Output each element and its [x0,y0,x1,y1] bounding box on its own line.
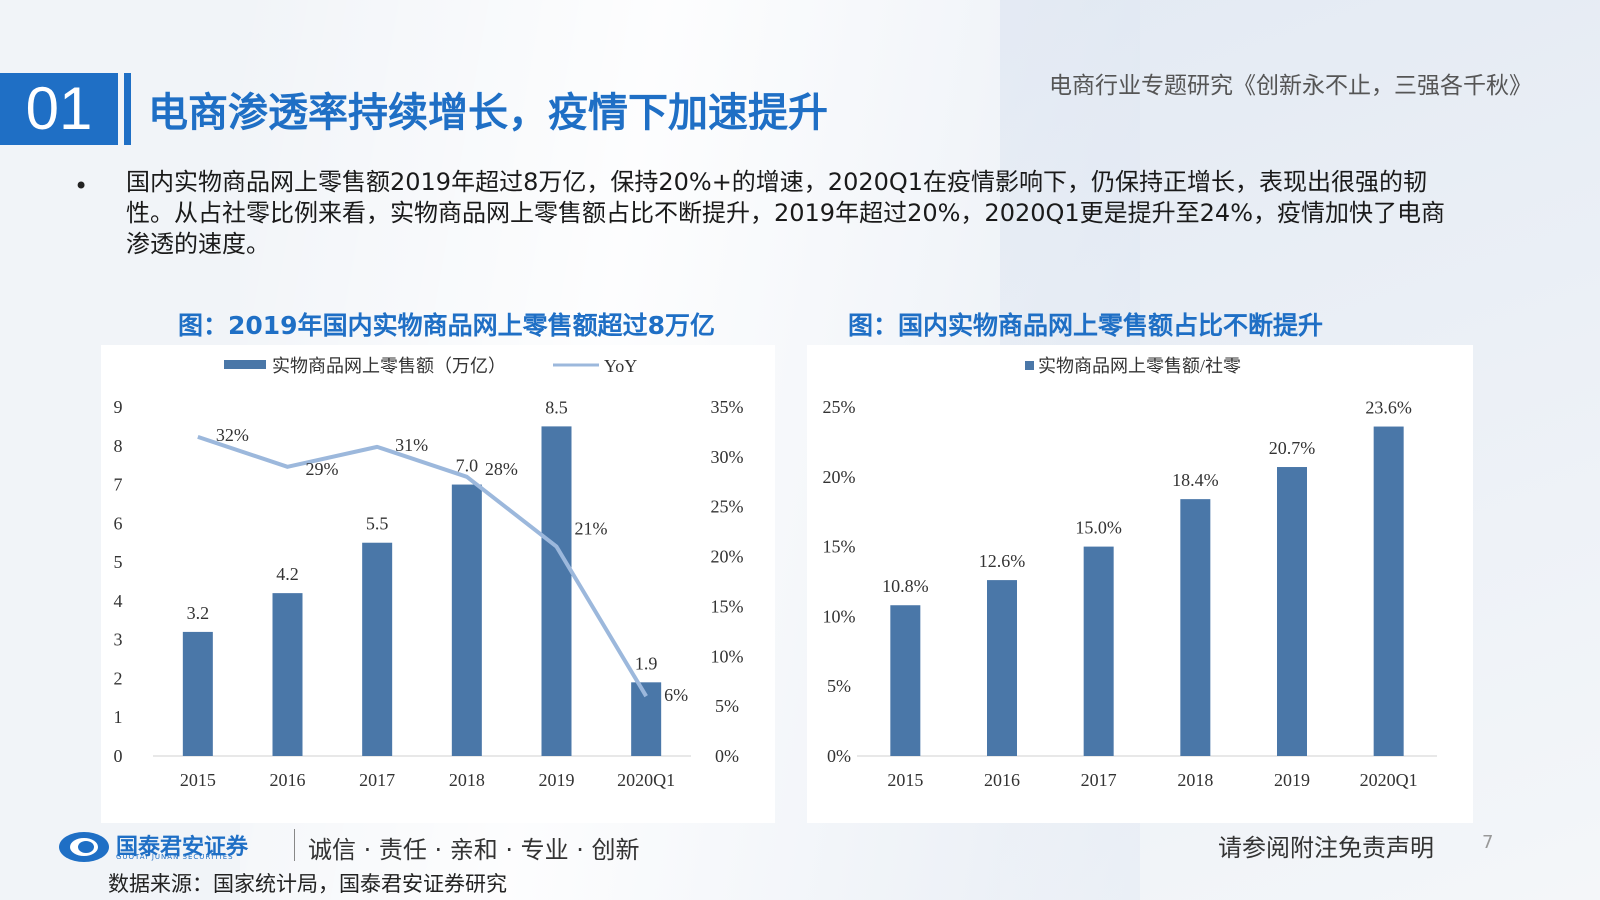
x-tick-label: 2018 [449,770,485,790]
y2-tick-label: 5% [715,696,739,716]
y-tick-label: 6 [114,513,123,533]
company-name: 国泰君安证券 [116,835,249,860]
line-data-label: 28% [485,459,518,479]
y2-tick-label: 25% [711,497,744,517]
bar [1083,546,1114,756]
y-tick-label: 10% [823,606,856,626]
y2-tick-label: 0% [715,746,739,766]
x-tick-label: 2020Q1 [1360,770,1418,790]
line-data-label: 31% [395,435,428,455]
bar-data-label: 18.4% [1172,470,1219,490]
bar-data-label: 1.9 [635,653,658,673]
y-tick-label: 7 [114,475,123,495]
x-tick-label: 2016 [984,770,1020,790]
bar-data-label: 15.0% [1075,518,1122,538]
chart2-panel: 实物商品网上零售额/社零 0% 5% 10% 15% 20% 25% 10.8% 2015 12.… [807,345,1473,823]
y-tick-label: 25% [823,397,856,417]
bar-data-label: 3.2 [187,603,210,623]
y-tick-label: 3 [114,630,123,650]
x-tick-label: 2016 [270,770,306,790]
bar-data-label: 8.5 [545,397,568,417]
page-number: 7 [1482,832,1494,853]
x-tick-label: 2019 [539,770,575,790]
header-divider [124,73,131,145]
bar-data-label: 10.8% [882,576,929,596]
y2-tick-label: 15% [711,596,744,616]
y2-tick-label: 35% [711,397,744,417]
x-tick-label: 2015 [887,770,923,790]
x-tick-label: 2017 [1081,770,1117,790]
chart1-title: 图：2019年国内实物商品网上零售额超过8万亿 [178,311,715,340]
series-line-yoy [197,435,648,698]
section-number-box [0,73,118,145]
company-name-en: GUOTAI JUNAN SECURITIES [116,853,234,861]
line-data-label: 21% [575,519,608,539]
bar-data-label: 4.2 [276,564,299,584]
x-tick-label: 2018 [1177,770,1213,790]
x-tick-label: 2020Q1 [617,770,675,790]
bar-data-label: 12.6% [979,551,1026,571]
legend-label-bar: 实物商品网上零售额/社零 [1038,356,1241,376]
x-tick-label: 2015 [180,770,216,790]
bar-data-label: 20.7% [1269,438,1316,458]
legend-label-line: YoY [604,356,637,376]
bar-data-label: 5.5 [366,514,389,534]
y-tick-label: 2 [114,668,123,688]
bullet-text: 国内实物商品网上零售额2019年超过8万亿，保持20%+的增速，2020Q1在疫… [126,168,1446,258]
bar-data-label: 7.0 [456,456,479,476]
data-source: 数据来源：国家统计局，国泰君安证券研究 [108,872,507,896]
bar [1277,467,1307,756]
y-tick-label: 1 [114,707,123,727]
x-tick-label: 2019 [1274,770,1310,790]
footer-slogan: 诚信 · 责任 · 亲和 · 专业 · 创新 [308,836,640,864]
company-logo-icon [59,832,109,862]
bar [987,580,1017,756]
legend-swatch-bar [1025,361,1034,370]
bar [451,484,482,756]
chart2-title: 图：国内实物商品网上零售额占比不断提升 [848,311,1324,340]
bar [1180,499,1211,756]
y-tick-label: 5 [114,552,123,572]
y2-tick-label: 10% [711,646,744,666]
line-data-label: 6% [664,685,688,705]
bar [541,426,572,756]
y-tick-label: 0 [114,746,123,766]
y-tick-label: 9 [114,397,123,417]
x-tick-label: 2017 [359,770,395,790]
section-number: 01 [25,75,93,142]
bar [182,631,213,756]
line-data-label: 29% [306,459,339,479]
y2-tick-label: 30% [711,447,744,467]
legend-swatch-bar [224,360,266,369]
y-tick-label: 15% [823,537,856,557]
line-data-label: 32% [216,425,249,445]
y-tick-label: 4 [114,591,123,611]
bullet-dot: • [74,172,89,200]
chart1-svg: 实物商品网上零售额（万亿） YoY 0 1 2 3 4 5 6 7 8 9 0% 5% 10% 15% 20% 2… [114,356,744,790]
chart2-svg: 实物商品网上零售额/社零 0% 5% 10% 15% 20% 25% 10.8% 2015 12.… [823,356,1437,790]
footer-divider [294,829,295,861]
bar-data-label: 23.6% [1365,398,1412,418]
footer-disclaimer[interactable]: 请参阅附注免责声明 [1218,834,1434,862]
chart1-panel: 实物商品网上零售额（万亿） YoY 0 1 2 3 4 5 6 7 8 9 0% 5% 10% 15% 20% 2… [101,345,775,823]
bar [362,542,393,756]
bar [890,605,921,756]
y-tick-label: 5% [827,676,851,696]
bar [1373,426,1404,756]
y-tick-label: 20% [823,467,856,487]
bar [272,593,303,756]
y-tick-label: 8 [114,436,123,456]
report-title: 电商行业专题研究《创新永不止，三强各千秋》 [1049,73,1532,99]
y-tick-label: 0% [827,746,851,766]
y2-tick-label: 20% [711,547,744,567]
page-title: 电商渗透率持续增长，疫情下加速提升 [148,90,828,136]
legend-label-bar: 实物商品网上零售额（万亿） [272,356,506,376]
